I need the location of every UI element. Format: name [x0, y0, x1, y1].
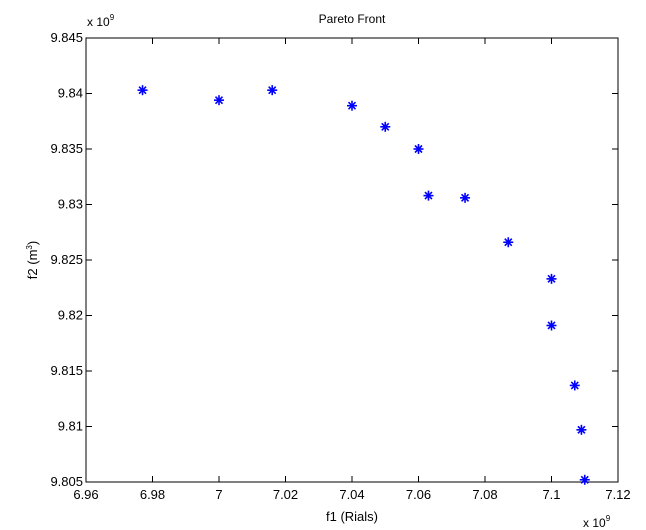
y-tick-label: 9.82 [58, 308, 83, 323]
x-tick-label: 6.98 [140, 487, 165, 502]
x-tick-label: 7.02 [273, 487, 298, 502]
data-point [546, 320, 557, 331]
data-point [579, 474, 590, 485]
y-tick-label: 9.845 [50, 30, 83, 45]
svg-text:f2 (m3): f2 (m3) [25, 241, 40, 279]
x-tick-label: 7.08 [472, 487, 497, 502]
data-point [503, 237, 514, 248]
data-point [214, 95, 224, 106]
y-axis-label-main: f2 (m [25, 250, 40, 280]
data-point [267, 85, 278, 96]
data-point [137, 85, 148, 96]
data-point [576, 424, 587, 435]
data-point [460, 192, 471, 203]
x-exponent-base: x 10 [583, 516, 606, 530]
y-tick-label: 9.84 [58, 86, 83, 101]
y-exponent-base: x 10 [87, 15, 110, 29]
y-exponent-label: x 109 [87, 13, 115, 29]
x-tick-label: 7.06 [406, 487, 431, 502]
x-axis-label: f1 (Rials) [326, 509, 378, 524]
y-tick-label: 9.81 [58, 419, 83, 434]
y-tick-label: 9.825 [50, 252, 83, 267]
y-tick-label: 9.805 [50, 474, 83, 489]
x-tick-label: 6.96 [73, 487, 98, 502]
y-axis-label-close: ) [25, 241, 40, 245]
svg-text:x 109: x 109 [583, 514, 611, 530]
x-tick-label: 7.1 [542, 487, 560, 502]
y-tick-label: 9.835 [50, 141, 83, 156]
chart-title: Pareto Front [319, 12, 386, 26]
y-tick-label: 9.83 [58, 197, 83, 212]
x-tick-label: 7.12 [605, 487, 630, 502]
x-tick-label: 7 [215, 487, 222, 502]
y-axis-label: f2 (m3) [25, 241, 40, 279]
data-points [137, 85, 590, 485]
data-point [569, 380, 580, 391]
x-tick-labels: 6.96 6.98 7 7.02 7.04 7.06 7.08 7.1 7.12 [73, 487, 630, 502]
data-point [546, 273, 557, 284]
svg-text:x 109: x 109 [87, 13, 115, 29]
data-point [423, 190, 434, 201]
axis-ticks [85, 37, 619, 483]
x-exponent-label: x 109 [583, 514, 611, 530]
y-axis-label-sup: 3 [25, 245, 34, 250]
y-tick-label: 9.815 [50, 363, 83, 378]
x-tick-label: 7.04 [339, 487, 364, 502]
data-point [380, 121, 391, 132]
data-point [413, 144, 424, 154]
y-exponent-power: 9 [110, 13, 115, 22]
data-point [347, 100, 357, 111]
x-exponent-power: 9 [606, 514, 611, 523]
y-tick-labels: 9.805 9.81 9.815 9.82 9.825 9.83 9.835 9.84 9.84… [50, 30, 83, 489]
